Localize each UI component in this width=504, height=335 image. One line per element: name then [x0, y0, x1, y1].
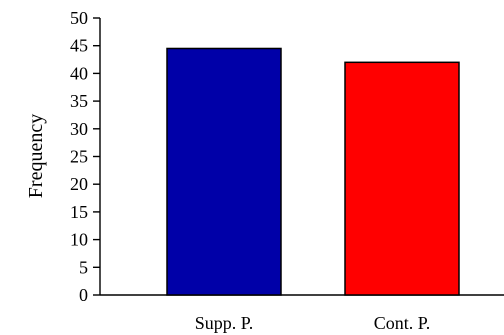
y-tick-label: 50 — [70, 8, 88, 28]
x-axis-tick-labels: Supp. P. Cont. P. — [195, 313, 431, 333]
y-tick-label: 5 — [79, 257, 88, 277]
y-tick-label: 15 — [70, 202, 88, 222]
bar-1 — [344, 61, 460, 296]
y-tick-label: 25 — [70, 147, 88, 167]
y-axis-ticks: 0 5 10 15 20 25 30 35 40 45 50 — [70, 8, 100, 305]
y-tick-label: 45 — [70, 36, 88, 56]
y-tick-label: 20 — [70, 174, 88, 194]
y-tick-label: 0 — [79, 285, 88, 305]
y-tick-label: 30 — [70, 119, 88, 139]
y-axis-title: Frequency — [25, 114, 47, 198]
y-tick-label: 40 — [70, 63, 88, 83]
x-tick-label: Cont. P. — [374, 313, 431, 333]
bar-0 — [166, 47, 282, 296]
y-tick-label: 35 — [70, 91, 88, 111]
plot-area: 0 5 10 15 20 25 30 35 40 45 50 Supp. P. Cont. P. — [70, 8, 504, 333]
bars — [166, 47, 460, 296]
y-tick-label: 10 — [70, 230, 88, 250]
x-tick-label: Supp. P. — [195, 313, 254, 333]
